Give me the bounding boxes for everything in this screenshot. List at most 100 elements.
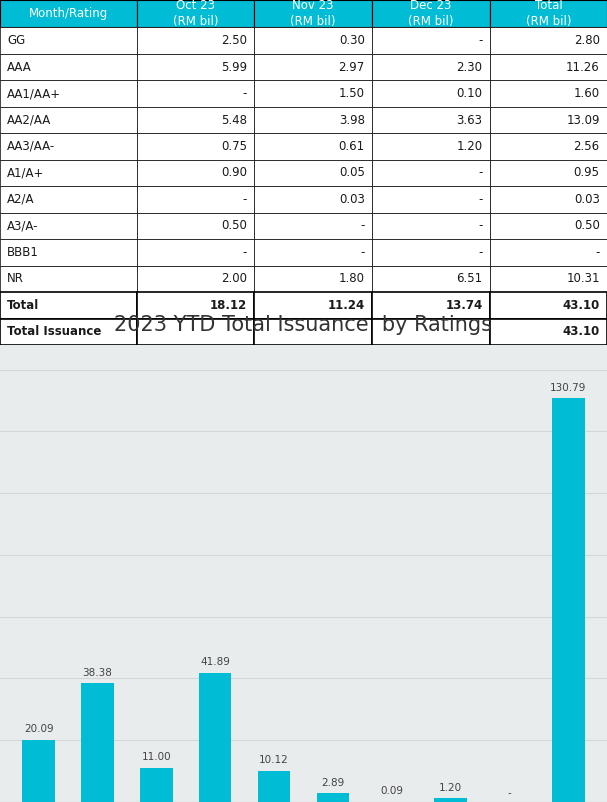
Text: -: - xyxy=(478,167,483,180)
Text: Dec 23
(RM bil): Dec 23 (RM bil) xyxy=(409,0,453,28)
Bar xyxy=(140,768,172,802)
Bar xyxy=(317,793,349,802)
Text: -: - xyxy=(361,246,365,259)
Text: 1.50: 1.50 xyxy=(339,87,365,100)
Text: -: - xyxy=(507,788,511,798)
Text: 0.50: 0.50 xyxy=(221,220,247,233)
Bar xyxy=(254,133,372,160)
Text: 43.10: 43.10 xyxy=(563,299,600,312)
Text: -: - xyxy=(595,246,600,259)
Bar xyxy=(0,80,137,107)
Bar xyxy=(0,265,137,292)
Bar xyxy=(81,683,114,802)
Bar xyxy=(0,107,137,133)
Bar xyxy=(0,186,137,213)
Bar xyxy=(490,265,607,292)
Bar xyxy=(254,186,372,213)
Text: 0.03: 0.03 xyxy=(574,193,600,206)
Bar xyxy=(490,0,607,27)
Bar xyxy=(372,186,490,213)
Bar xyxy=(137,318,254,345)
Text: 2.30: 2.30 xyxy=(456,61,483,74)
Bar xyxy=(254,292,372,318)
Text: 11.24: 11.24 xyxy=(328,299,365,312)
Bar xyxy=(490,318,607,345)
Bar xyxy=(137,265,254,292)
Bar xyxy=(0,239,137,265)
Text: 11.00: 11.00 xyxy=(141,752,171,763)
Bar xyxy=(490,27,607,54)
Text: 2.97: 2.97 xyxy=(339,61,365,74)
Text: 0.10: 0.10 xyxy=(456,87,483,100)
Bar xyxy=(22,740,55,802)
Bar xyxy=(372,54,490,80)
Text: GG: GG xyxy=(7,34,25,47)
Bar xyxy=(372,213,490,239)
Bar xyxy=(0,0,137,27)
Text: 5.99: 5.99 xyxy=(221,61,247,74)
Text: 18.12: 18.12 xyxy=(210,299,247,312)
Text: 3.63: 3.63 xyxy=(456,114,483,127)
Text: Total: Total xyxy=(7,299,39,312)
Text: 10.12: 10.12 xyxy=(259,755,289,765)
Bar xyxy=(552,398,585,802)
Bar xyxy=(372,27,490,54)
Bar xyxy=(254,27,372,54)
Bar xyxy=(372,265,490,292)
Text: -: - xyxy=(361,220,365,233)
Bar xyxy=(490,54,607,80)
Bar xyxy=(0,292,137,318)
Bar xyxy=(372,0,490,27)
Bar xyxy=(137,54,254,80)
Bar xyxy=(490,213,607,239)
Text: 43.10: 43.10 xyxy=(563,326,600,338)
Text: 0.50: 0.50 xyxy=(574,220,600,233)
Bar xyxy=(0,133,137,160)
Text: Nov 23
(RM bil): Nov 23 (RM bil) xyxy=(291,0,336,28)
Bar xyxy=(137,186,254,213)
Bar xyxy=(137,213,254,239)
Text: 2.89: 2.89 xyxy=(321,777,345,788)
Text: -: - xyxy=(243,87,247,100)
Bar xyxy=(254,80,372,107)
Text: 2.80: 2.80 xyxy=(574,34,600,47)
Bar xyxy=(372,239,490,265)
Bar xyxy=(137,80,254,107)
Text: 0.09: 0.09 xyxy=(380,786,403,796)
Bar xyxy=(0,318,137,345)
Bar xyxy=(254,318,372,345)
Text: 0.30: 0.30 xyxy=(339,34,365,47)
Bar xyxy=(137,107,254,133)
Text: 11.26: 11.26 xyxy=(566,61,600,74)
Bar xyxy=(0,54,137,80)
Bar xyxy=(254,54,372,80)
Text: AAA: AAA xyxy=(7,61,32,74)
Text: Total Issuance: Total Issuance xyxy=(7,326,101,338)
Bar xyxy=(490,239,607,265)
Bar xyxy=(199,673,231,802)
Bar xyxy=(137,239,254,265)
Text: AA3/AA-: AA3/AA- xyxy=(7,140,55,153)
Bar xyxy=(137,160,254,186)
Bar xyxy=(137,27,254,54)
Text: 0.03: 0.03 xyxy=(339,193,365,206)
Bar xyxy=(254,213,372,239)
Bar xyxy=(137,0,254,27)
Bar xyxy=(372,107,490,133)
Text: AA2/AA: AA2/AA xyxy=(7,114,52,127)
Text: A2/A: A2/A xyxy=(7,193,35,206)
Text: 130.79: 130.79 xyxy=(550,383,586,393)
Bar xyxy=(0,27,137,54)
Text: 2.00: 2.00 xyxy=(221,273,247,286)
Text: -: - xyxy=(478,246,483,259)
Text: 5.48: 5.48 xyxy=(221,114,247,127)
Bar xyxy=(254,239,372,265)
Bar xyxy=(254,160,372,186)
Text: Month/Rating: Month/Rating xyxy=(29,7,108,20)
Bar xyxy=(258,771,290,802)
Text: 38.38: 38.38 xyxy=(83,668,112,678)
Text: 0.75: 0.75 xyxy=(221,140,247,153)
Text: 1.20: 1.20 xyxy=(456,140,483,153)
Text: 13.74: 13.74 xyxy=(446,299,483,312)
Text: -: - xyxy=(243,193,247,206)
